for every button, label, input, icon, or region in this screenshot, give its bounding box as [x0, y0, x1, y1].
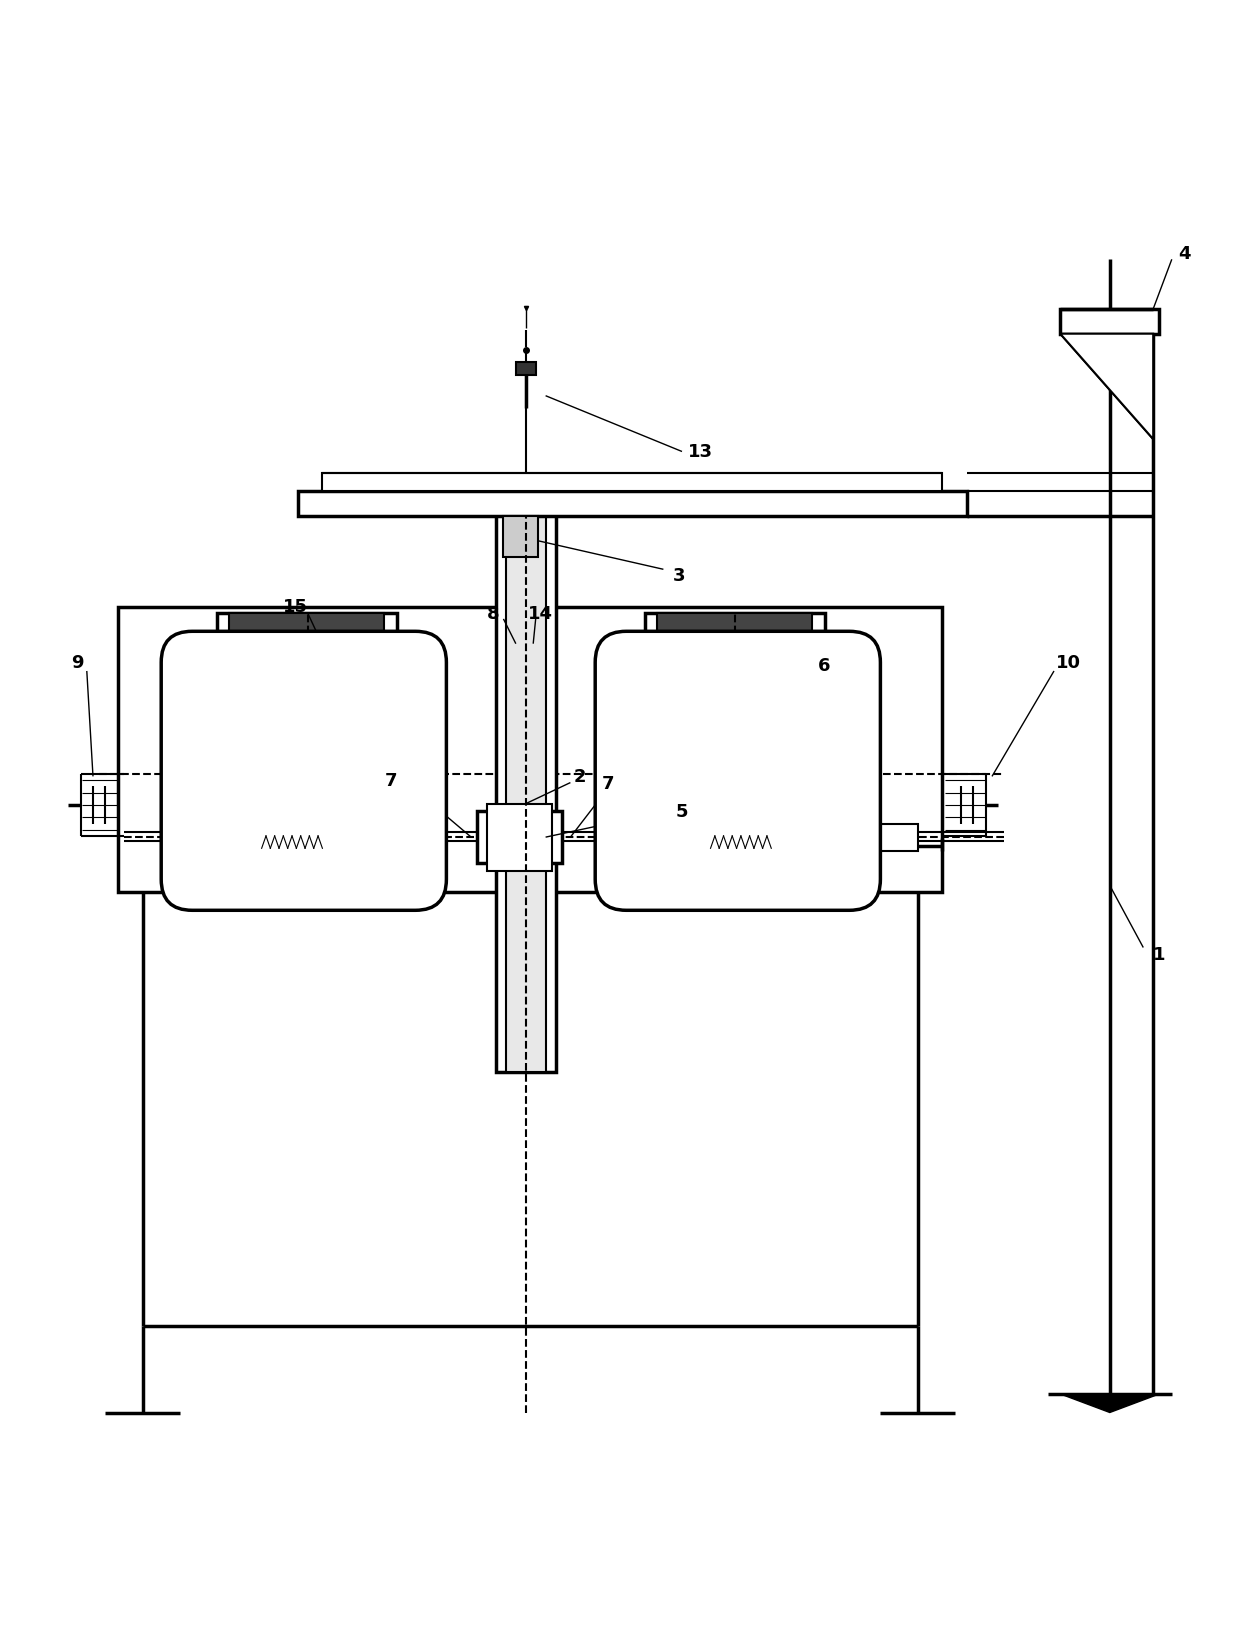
Bar	[697, 819, 796, 859]
Text: 9: 9	[71, 654, 83, 672]
Bar	[657, 613, 812, 631]
Bar	[248, 819, 347, 859]
Text: 3: 3	[673, 567, 686, 585]
FancyBboxPatch shape	[161, 631, 446, 911]
Text: 7: 7	[384, 771, 397, 789]
Bar	[487, 804, 552, 872]
Bar	[709, 811, 777, 867]
Text: 7: 7	[601, 775, 614, 793]
Bar	[503, 517, 538, 557]
Bar	[477, 811, 562, 864]
Bar	[229, 783, 384, 801]
Text: 14: 14	[528, 605, 553, 623]
Bar	[118, 606, 942, 892]
Text: 8: 8	[487, 605, 500, 623]
FancyBboxPatch shape	[595, 631, 880, 911]
Text: 13: 13	[688, 443, 713, 461]
Text: 6: 6	[818, 656, 831, 674]
Bar	[496, 501, 556, 1071]
Bar	[322, 473, 942, 491]
Bar	[1060, 310, 1159, 335]
Bar	[868, 824, 918, 852]
Text: 1: 1	[1153, 944, 1166, 962]
Bar	[516, 363, 536, 376]
Text: 5: 5	[676, 803, 688, 821]
Polygon shape	[1060, 1394, 1159, 1412]
Bar	[229, 613, 384, 631]
Bar	[217, 613, 397, 799]
Bar	[260, 811, 329, 867]
Bar	[298, 491, 967, 517]
Text: 10: 10	[1056, 654, 1081, 672]
Bar	[645, 613, 825, 799]
Text: 2: 2	[574, 768, 587, 786]
Text: 4: 4	[1178, 246, 1190, 264]
Bar	[506, 501, 546, 1071]
Polygon shape	[1060, 335, 1153, 440]
Bar	[657, 783, 812, 801]
Text: 15: 15	[283, 598, 308, 616]
